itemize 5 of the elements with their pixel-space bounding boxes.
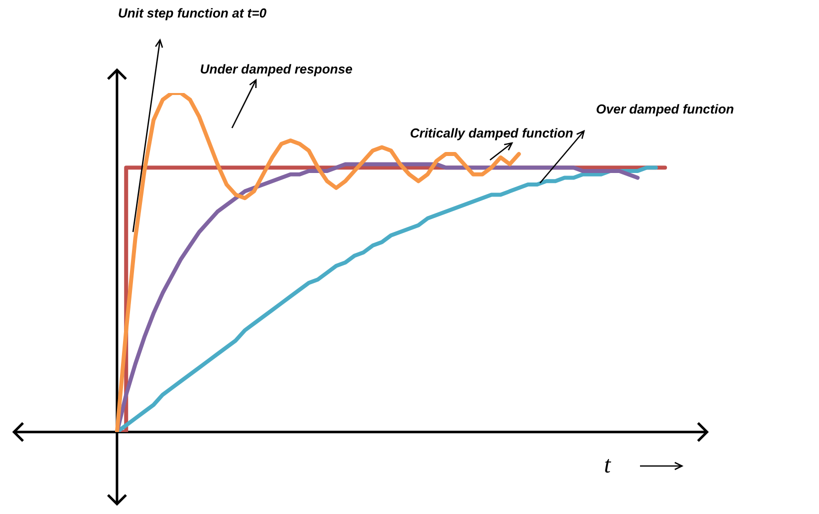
text: Unit step function at t=0 [118,6,268,21]
annotation: Over damped function [596,102,734,117]
annotation: Critically damped function [410,126,574,141]
x-axis-title: t [604,452,612,478]
text: Under damped response [200,62,352,77]
